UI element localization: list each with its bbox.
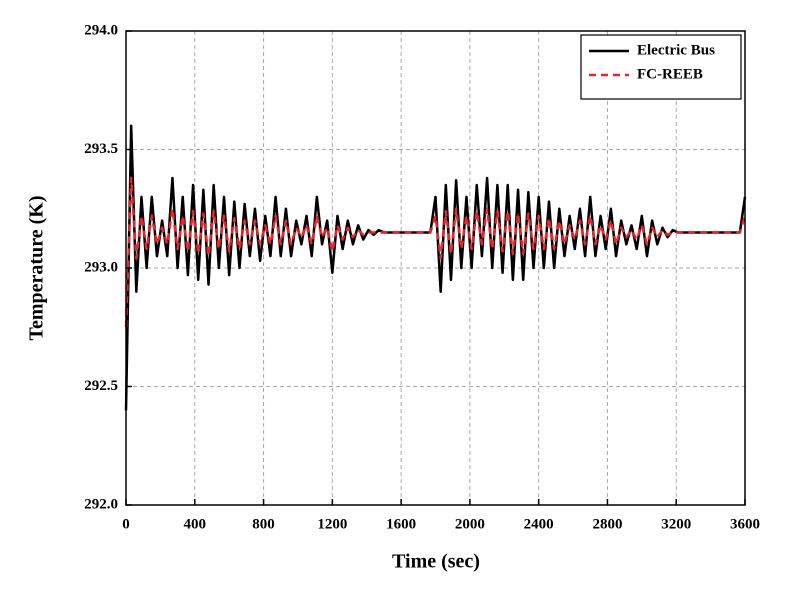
x-tick-label: 800: [252, 516, 275, 532]
x-tick-label: 2000: [455, 516, 485, 532]
x-tick-label: 3200: [661, 516, 691, 532]
x-tick-label: 3600: [730, 516, 760, 532]
line-series: [124, 176, 747, 328]
legend-label: FC-REEB: [637, 66, 703, 82]
x-tick-label: 2400: [524, 516, 554, 532]
line-series: [124, 124, 747, 411]
y-tick-label: 292.5: [84, 378, 118, 394]
x-tick-label: 2800: [592, 516, 622, 532]
x-tick-label: 400: [184, 516, 207, 532]
y-tick-label: 294.0: [84, 22, 118, 38]
y-tick-label: 292.0: [84, 496, 118, 512]
y-axis-label: Temperature (K): [26, 196, 48, 341]
legend-label: Electric Bus: [637, 42, 715, 58]
x-tick-label: 1600: [386, 516, 416, 532]
x-tick-label: 1200: [317, 516, 347, 532]
x-axis-label: Time (sec): [392, 551, 480, 573]
x-tick-label: 0: [122, 516, 130, 532]
y-tick-label: 293.5: [84, 141, 118, 157]
plot-frame: [125, 30, 746, 506]
legend-box: [580, 34, 742, 100]
y-tick-label: 293.0: [84, 259, 118, 275]
